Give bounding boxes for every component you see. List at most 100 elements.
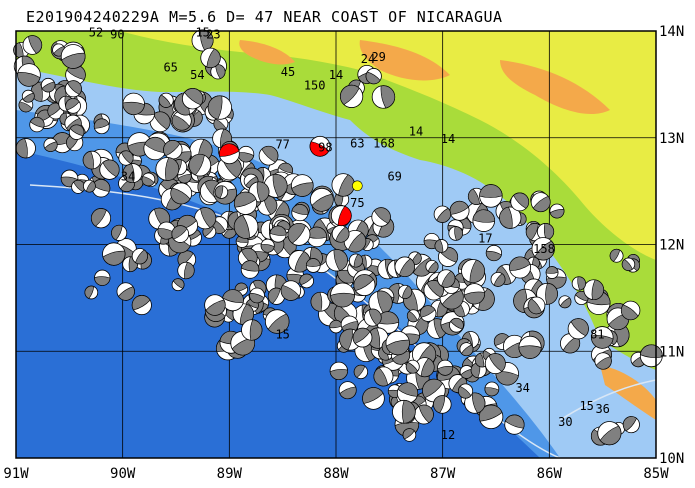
focal-mechanism bbox=[155, 157, 180, 181]
focal-mechanism bbox=[371, 85, 396, 109]
focal-mechanism bbox=[402, 428, 417, 442]
focal-mechanism bbox=[214, 185, 229, 199]
focal-mechanism bbox=[263, 173, 288, 198]
focal-mechanism bbox=[207, 95, 232, 120]
focal-mechanism bbox=[531, 237, 555, 261]
focal-mechanism bbox=[371, 207, 391, 227]
focal-mechanism bbox=[305, 258, 321, 273]
focal-mechanism bbox=[425, 259, 439, 274]
depth-label: 52 bbox=[89, 25, 103, 39]
depth-label: 34 bbox=[515, 381, 529, 395]
depth-label: 15 bbox=[195, 25, 209, 39]
focal-mechanism bbox=[325, 249, 348, 272]
focal-mechanism bbox=[158, 92, 174, 108]
x-tick-label: 86W bbox=[537, 466, 563, 482]
focal-mechanism bbox=[170, 182, 193, 205]
focal-mechanism bbox=[434, 239, 449, 253]
focal-mechanism bbox=[29, 116, 45, 133]
depth-label: 34 bbox=[121, 169, 135, 183]
focal-mechanism bbox=[122, 163, 143, 184]
focal-mechanism bbox=[149, 111, 171, 133]
focal-mechanism bbox=[331, 224, 350, 243]
focal-mechanism bbox=[143, 136, 167, 161]
focal-mechanism bbox=[436, 269, 456, 288]
focal-mechanism bbox=[622, 416, 640, 434]
y-tick-label: 11N bbox=[659, 344, 684, 360]
focal-mechanism bbox=[472, 209, 496, 232]
focal-mechanisms bbox=[13, 29, 663, 446]
depth-label: 69 bbox=[387, 169, 401, 183]
focal-mechanism bbox=[509, 256, 532, 279]
focal-mechanism bbox=[459, 365, 474, 379]
focal-mechanism bbox=[287, 222, 311, 246]
focal-mechanism bbox=[171, 278, 185, 292]
map-title: E201904240229A M=5.6 D= 47 NEAR COAST OF… bbox=[26, 8, 503, 26]
y-tick-label: 14N bbox=[659, 24, 684, 40]
focal-mechanism bbox=[181, 88, 204, 110]
event-epicenter-marker bbox=[352, 180, 363, 192]
focal-mechanism bbox=[280, 280, 302, 301]
focal-mechanism bbox=[510, 192, 530, 212]
depth-label: 14 bbox=[409, 125, 423, 139]
focal-mechanism bbox=[131, 248, 148, 265]
focal-mechanism bbox=[233, 214, 259, 239]
plate-boundary-east bbox=[559, 379, 656, 421]
focal-mechanism bbox=[309, 135, 331, 157]
land-highland-4 bbox=[600, 365, 656, 420]
focal-mechanism bbox=[237, 145, 255, 163]
y-tick-label: 13N bbox=[659, 131, 684, 147]
focal-mechanism bbox=[188, 153, 212, 177]
focal-mechanism bbox=[590, 326, 614, 349]
focal-mechanism bbox=[439, 285, 464, 310]
focal-mechanism bbox=[594, 352, 612, 370]
focal-mechanism bbox=[15, 138, 36, 159]
depth-label: 54 bbox=[190, 68, 204, 82]
focal-mechanism bbox=[171, 110, 192, 131]
focal-mechanism bbox=[621, 257, 636, 271]
focal-mechanism bbox=[249, 287, 265, 304]
focal-mechanism bbox=[368, 290, 393, 315]
focal-mechanism bbox=[365, 68, 382, 85]
focal-mechanism bbox=[330, 205, 352, 227]
focal-mechanism bbox=[545, 266, 559, 279]
y-tick-label: 10N bbox=[659, 451, 684, 467]
focal-mechanism bbox=[567, 318, 589, 340]
axis-ticks: 91W 90W 89W 88W 87W 86W 85W 14N 13N 12N 11N 10N bbox=[3, 24, 684, 482]
focal-mechanism bbox=[396, 382, 419, 404]
focal-mechanism bbox=[338, 381, 357, 400]
focal-mechanism bbox=[518, 335, 542, 359]
focal-mechanism bbox=[504, 414, 525, 435]
depth-label: 12 bbox=[441, 428, 455, 442]
focal-mechanism bbox=[437, 359, 454, 376]
focal-mechanism bbox=[60, 44, 86, 69]
depth-label: 65 bbox=[163, 61, 177, 75]
land-highland-2 bbox=[500, 60, 610, 115]
focal-mechanism bbox=[71, 179, 86, 194]
focal-mechanism bbox=[204, 294, 226, 316]
focal-mechanism bbox=[218, 143, 240, 165]
depth-label: 23 bbox=[206, 27, 220, 41]
focal-mechanism bbox=[260, 238, 275, 253]
depth-label: 150 bbox=[304, 79, 326, 93]
depth-label: 98 bbox=[318, 141, 332, 155]
focal-mechanism bbox=[499, 206, 522, 229]
focal-mechanism bbox=[64, 80, 82, 98]
focal-mechanism bbox=[479, 184, 503, 208]
focal-mechanism bbox=[111, 224, 128, 241]
depth-label: 14 bbox=[329, 68, 343, 82]
focal-mechanism bbox=[116, 282, 135, 301]
focal-mechanism bbox=[131, 295, 152, 316]
focal-mechanism bbox=[373, 366, 394, 387]
focal-mechanism bbox=[448, 226, 464, 241]
x-tick-label: 85W bbox=[643, 466, 669, 482]
focal-mechanism bbox=[639, 344, 663, 368]
focal-mechanism bbox=[385, 330, 410, 356]
focal-mechanism bbox=[461, 259, 486, 283]
depth-label: 29 bbox=[371, 50, 385, 64]
focal-mechanism bbox=[463, 283, 486, 305]
focal-mechanism bbox=[423, 280, 444, 301]
focal-mechanism bbox=[157, 221, 176, 240]
depth-label: 24 bbox=[361, 52, 375, 66]
focal-mechanism bbox=[348, 253, 363, 268]
focal-mechanism bbox=[17, 63, 41, 87]
